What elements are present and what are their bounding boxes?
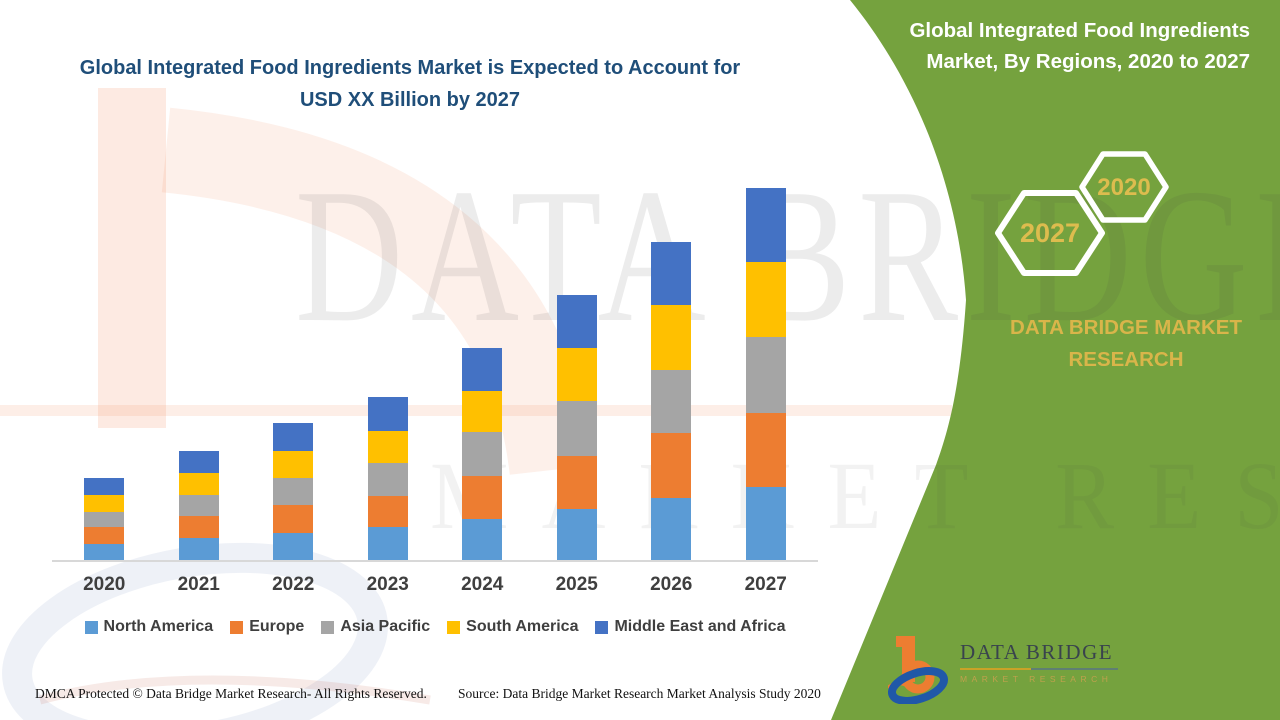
bars-area xyxy=(57,168,813,560)
hexagon-2027-label: 2027 xyxy=(1020,218,1080,248)
stacked-bar-2022 xyxy=(273,423,314,560)
bar-segment-2021 xyxy=(178,473,219,495)
bar-segment-2025 xyxy=(556,348,597,401)
bar-segment-2024 xyxy=(462,476,503,519)
bar-segment-2027 xyxy=(745,188,786,262)
source-note: Source: Data Bridge Market Research Mark… xyxy=(458,686,821,701)
x-axis-label-2026: 2026 xyxy=(650,574,693,595)
bar-segment-2023 xyxy=(367,397,408,431)
bar-segment-2026 xyxy=(651,370,692,433)
legend-label: Asia Pacific xyxy=(340,618,431,635)
legend: North America Europe Asia Pacific South Ame… xyxy=(50,618,820,636)
bar-segment-2021 xyxy=(178,516,219,538)
data-bridge-logo: DATA BRIDGE MARKET RESEARCH xyxy=(888,630,1128,714)
bar-segment-2025 xyxy=(556,401,597,456)
logo-blue-swoosh xyxy=(888,667,948,704)
bar-segment-2026 xyxy=(651,242,692,305)
x-axis-label-2023: 2023 xyxy=(366,574,409,595)
bar-segment-2026 xyxy=(651,305,692,370)
bar-segment-2020 xyxy=(84,527,125,544)
x-axis-label-2025: 2025 xyxy=(555,574,598,595)
bar-segment-2025 xyxy=(556,456,597,509)
legend-label: Europe xyxy=(249,618,305,635)
bar-segment-2024 xyxy=(462,432,503,476)
bar-segment-2020 xyxy=(84,544,125,560)
dmca-notice: DMCA Protected © Data Bridge Market Rese… xyxy=(35,686,427,701)
bar-segment-2025 xyxy=(556,295,597,348)
stacked-bar-2027 xyxy=(745,188,786,560)
bar-segment-2026 xyxy=(651,498,692,560)
hexagon-2020-label: 2020 xyxy=(1097,174,1150,201)
logo-divider xyxy=(960,668,1118,670)
bar-segment-2023 xyxy=(367,463,408,496)
x-axis-label-2027: 2027 xyxy=(744,574,787,595)
watermark-logo-arc xyxy=(161,107,595,476)
x-axis-label-2021: 2021 xyxy=(177,574,220,595)
chart-title: Global Integrated Food Ingredients Marke… xyxy=(79,57,741,112)
bar-segment-2023 xyxy=(367,431,408,463)
data-bridge-logo-icon xyxy=(888,636,948,704)
bar-segment-2025 xyxy=(556,509,597,560)
bar-segment-2027 xyxy=(745,262,786,337)
bar-segment-2022 xyxy=(273,478,314,505)
legend-label: South America xyxy=(466,618,579,635)
bar-segment-2023 xyxy=(367,496,408,527)
stacked-bar-2026 xyxy=(651,242,692,560)
brand-text: DATA BRIDGE MARKET RESEARCH xyxy=(1010,316,1242,371)
bar-segment-2020 xyxy=(84,478,125,495)
x-axis-line xyxy=(52,560,818,562)
bar-segment-2027 xyxy=(745,487,786,560)
bar-segment-2022 xyxy=(273,505,314,533)
year-hexagons: 2027 2020 xyxy=(995,151,1169,276)
bar-segment-2021 xyxy=(178,451,219,473)
stacked-bar-2021 xyxy=(178,451,219,560)
bar-segment-2020 xyxy=(84,512,125,527)
watermark-blue-swoosh xyxy=(2,542,388,720)
legend-label: North America xyxy=(103,618,214,635)
x-axis-label-2024: 2024 xyxy=(461,574,504,595)
bar-segment-2024 xyxy=(462,391,503,432)
hexagon-2027 xyxy=(995,190,1105,276)
legend-item: Asia Pacific xyxy=(321,618,430,636)
bar-segment-2022 xyxy=(273,533,314,560)
logo-tagline: MARKET RESEARCH xyxy=(960,674,1113,684)
bar-segment-2022 xyxy=(273,423,314,451)
stacked-bar-2020 xyxy=(84,478,125,560)
stacked-bar-2024 xyxy=(462,348,503,560)
stacked-bar-2023 xyxy=(367,397,408,560)
hexagon-2020 xyxy=(1079,151,1169,223)
bar-segment-2022 xyxy=(273,451,314,478)
legend-item: South America xyxy=(447,618,578,636)
legend-label: Middle East and Africa xyxy=(614,618,786,635)
legend-swatch xyxy=(230,620,244,634)
green-panel-shape xyxy=(831,0,1280,720)
watermark-logo-stem xyxy=(98,88,166,428)
legend-item: Middle East and Africa xyxy=(595,618,785,636)
x-axis-label-2022: 2022 xyxy=(272,574,315,595)
bar-segment-2024 xyxy=(462,519,503,560)
x-axis-label-2020: 2020 xyxy=(83,574,126,595)
x-axis-labels: 2020 2021 2022 2023 2024 2025 2026 2027 xyxy=(57,574,813,596)
side-panel-title: Global Integrated Food Ingredients Marke… xyxy=(909,19,1250,73)
bar-segment-2023 xyxy=(367,527,408,560)
legend-swatch xyxy=(84,620,98,634)
bar-segment-2027 xyxy=(745,337,786,413)
bar-segment-2027 xyxy=(745,413,786,487)
legend-item: North America xyxy=(84,618,214,636)
legend-swatch xyxy=(447,620,461,634)
logo-brand-name: DATA BRIDGE xyxy=(960,640,1114,664)
legend-swatch xyxy=(321,620,335,634)
watermark-red-arc xyxy=(38,675,431,705)
stacked-bar-2025 xyxy=(556,295,597,560)
logo-text-block: DATA BRIDGE MARKET RESEARCH xyxy=(960,640,1118,714)
bar-segment-2026 xyxy=(651,433,692,498)
legend-swatch xyxy=(595,620,609,634)
bar-segment-2020 xyxy=(84,495,125,512)
bar-segment-2021 xyxy=(178,538,219,560)
bar-segment-2024 xyxy=(462,348,503,391)
bar-segment-2021 xyxy=(178,495,219,516)
legend-item: Europe xyxy=(230,618,304,636)
